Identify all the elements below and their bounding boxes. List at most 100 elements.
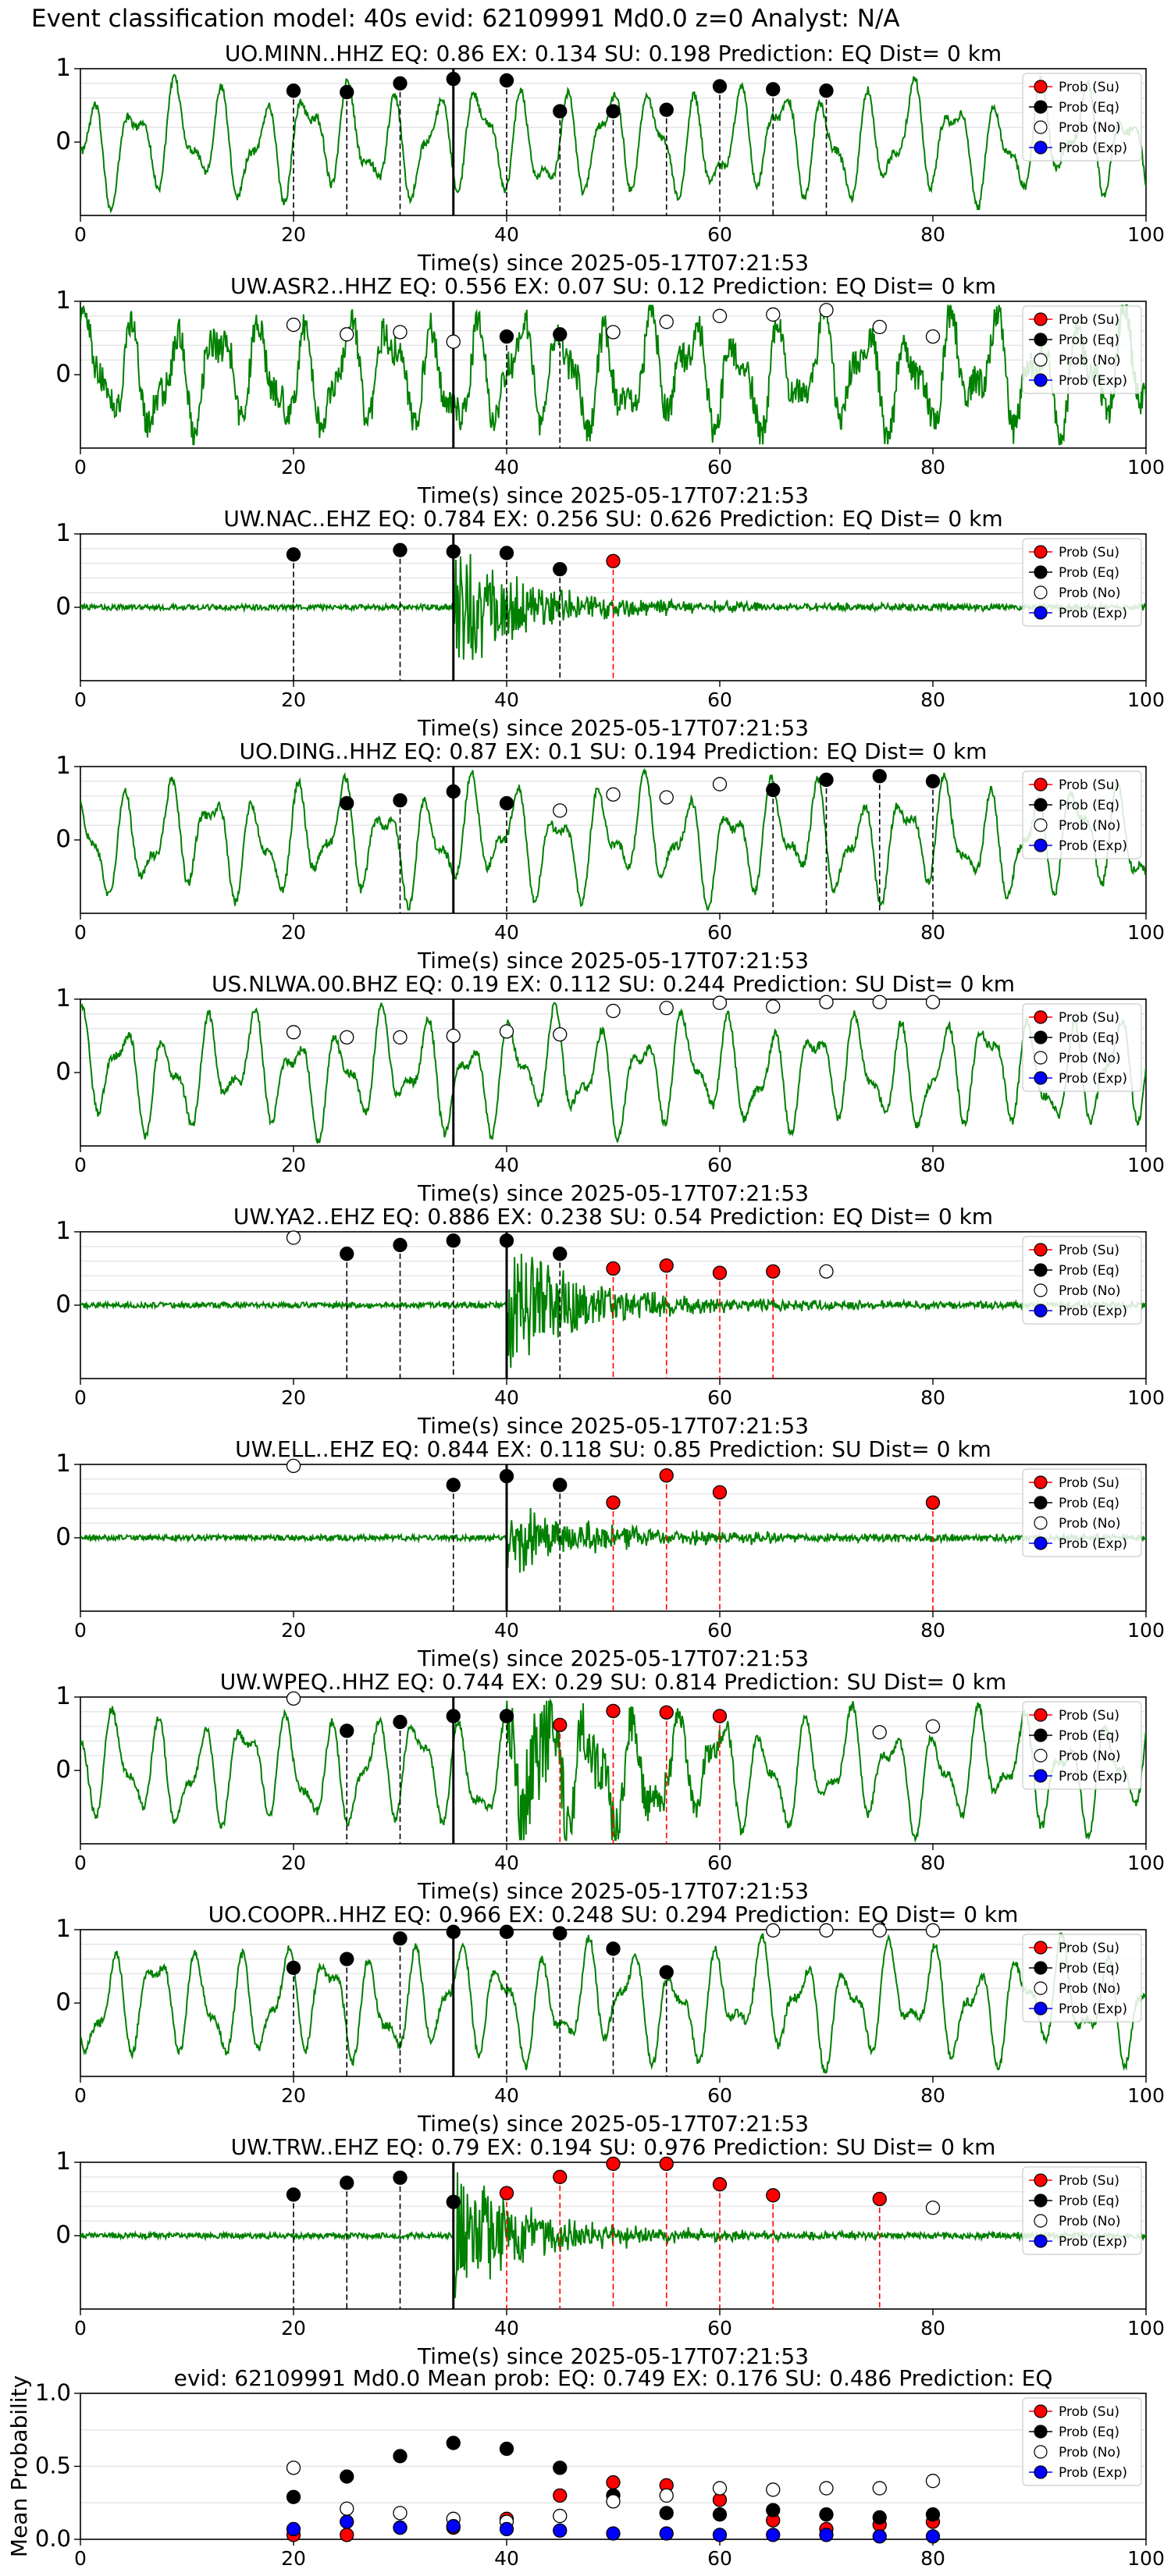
prob-marker-eq — [446, 1924, 461, 1939]
legend-label: Prob (Eq) — [1059, 2425, 1119, 2440]
panel-title: UO.COOPR..HHZ EQ: 0.966 EX: 0.248 SU: 0.… — [208, 1902, 1019, 1927]
prob-marker-no — [286, 1230, 301, 1245]
prob-marker-eq — [712, 79, 728, 94]
x-tick-label: 0 — [74, 2547, 87, 2570]
legend-label: Prob (Su) — [1059, 777, 1119, 793]
prob-marker-eq — [766, 82, 781, 97]
legend-label: Prob (Exp) — [1059, 141, 1127, 156]
x-tick-label: 60 — [707, 688, 732, 711]
prob-marker-no — [286, 1691, 301, 1706]
panel-title: UW.TRW..EHZ EQ: 0.79 EX: 0.194 SU: 0.976… — [231, 2134, 996, 2160]
legend-label: Prob (No) — [1059, 120, 1121, 136]
mean-marker-su — [340, 2528, 354, 2542]
legend-label: Prob (Eq) — [1059, 1961, 1119, 1976]
prob-marker-eq — [819, 772, 834, 788]
prob-marker-no — [659, 790, 674, 805]
prob-marker-no — [553, 1026, 568, 1042]
x-tick-label: 100 — [1127, 688, 1165, 711]
mean-marker-exp — [659, 2526, 674, 2541]
x-axis-label: Time(s) since 2025-05-17T07:21:53 — [417, 1646, 809, 1671]
legend-label: Prob (Su) — [1059, 312, 1119, 328]
x-axis-label: Time(s) since 2025-05-17T07:21:53 — [417, 1180, 809, 1206]
legend-label: Prob (Exp) — [1059, 2465, 1127, 2481]
x-axis-label: Time(s) since 2025-05-17T07:21:53 — [417, 715, 809, 741]
legend-marker-su — [1034, 2173, 1048, 2187]
panel-title: UW.ASR2..HHZ EQ: 0.556 EX: 0.07 SU: 0.12… — [230, 273, 996, 299]
legend-label: Prob (No) — [1059, 1283, 1121, 1299]
legend-label: Prob (No) — [1059, 585, 1121, 601]
prob-marker-no — [712, 777, 728, 792]
y-tick-label: 1 — [55, 984, 71, 1012]
x-tick-label: 80 — [920, 921, 945, 944]
prob-marker-eq — [393, 1931, 408, 1946]
legend-box — [1022, 538, 1142, 627]
prob-marker-eq — [499, 1233, 514, 1248]
x-tick-label: 100 — [1127, 2084, 1165, 2107]
prob-marker-eq — [925, 774, 941, 788]
x-tick-label: 40 — [494, 1154, 519, 1176]
x-tick-label: 20 — [281, 921, 306, 944]
legend-box — [1022, 2397, 1142, 2486]
prob-marker-su — [606, 1703, 621, 1719]
x-tick-label: 80 — [920, 1154, 945, 1176]
prob-marker-eq — [606, 104, 621, 119]
y-tick-label: 0 — [55, 825, 71, 853]
prob-marker-eq — [340, 1247, 354, 1261]
station-panel-3: UW.NAC..EHZ EQ: 0.784 EX: 0.256 SU: 0.62… — [55, 506, 1165, 741]
prob-marker-eq — [393, 1714, 408, 1730]
legend-marker-su — [1034, 1708, 1048, 1722]
prob-marker-eq — [659, 1965, 674, 1980]
legend-box — [1022, 73, 1142, 162]
x-tick-label: 80 — [920, 2547, 945, 2570]
x-tick-label: 20 — [281, 1386, 306, 1409]
prob-marker-no — [340, 327, 354, 342]
prob-marker-no — [766, 307, 781, 322]
legend-box — [1022, 1468, 1142, 1557]
x-tick-label: 80 — [920, 456, 945, 479]
mean-marker-exp — [446, 2519, 461, 2534]
mean-marker-su — [553, 2488, 568, 2503]
y-tick-label: 0 — [55, 592, 71, 621]
x-tick-label: 40 — [494, 2547, 519, 2570]
legend-label: Prob (Exp) — [1059, 2234, 1127, 2250]
y-tick-label: 1 — [55, 519, 71, 547]
legend-marker-eq — [1034, 798, 1048, 812]
x-tick-label: 0 — [74, 2084, 87, 2107]
waveform-trace — [80, 1507, 1146, 1573]
station-panel-1: UO.MINN..HHZ EQ: 0.86 EX: 0.134 SU: 0.19… — [55, 41, 1165, 276]
y-tick-label: 1 — [55, 1915, 71, 1943]
prob-marker-eq — [872, 769, 887, 784]
y-tick-label: 1 — [55, 54, 71, 82]
prob-marker-no — [606, 325, 621, 340]
x-tick-label: 100 — [1127, 921, 1165, 944]
legend-label: Prob (Exp) — [1059, 838, 1127, 854]
x-tick-label: 40 — [494, 688, 519, 711]
mean-marker-no — [606, 2494, 621, 2509]
x-axis-label: Time(s) since 2025-05-17T07:21:53 — [417, 250, 809, 276]
legend-label: Prob (Eq) — [1059, 798, 1119, 813]
legend-marker-eq — [1034, 100, 1048, 114]
x-tick-label: 0 — [74, 2317, 87, 2339]
x-axis-label: Time(s) since 2025-05-17T07:21:53 — [417, 1413, 809, 1439]
legend-marker-exp — [1034, 838, 1048, 852]
prob-marker-su — [606, 1261, 621, 1276]
legend-marker-no — [1034, 818, 1048, 832]
station-panel-4: UO.DING..HHZ EQ: 0.87 EX: 0.1 SU: 0.194 … — [55, 738, 1165, 973]
x-tick-label: 20 — [281, 2317, 306, 2339]
prob-marker-eq — [286, 84, 301, 98]
x-axis-label: Time(s) since 2025-05-17T07:21:53 — [417, 1878, 809, 1904]
waveform-trace — [80, 767, 1146, 911]
legend-marker-eq — [1034, 2194, 1048, 2208]
legend: Prob (Su) Prob (Eq) Prob (No) Prob (Exp) — [1022, 1934, 1142, 2023]
legend-marker-exp — [1034, 1304, 1048, 1318]
legend-marker-no — [1034, 1051, 1048, 1065]
y-tick-label: 0 — [55, 127, 71, 155]
prob-marker-su — [659, 1705, 674, 1720]
prob-marker-no — [925, 329, 941, 344]
mean-marker-eq — [872, 2510, 887, 2525]
legend-marker-exp — [1034, 2234, 1048, 2248]
y-tick-label: 1 — [55, 1450, 71, 1478]
legend-marker-su — [1034, 1010, 1048, 1024]
prob-marker-no — [872, 994, 887, 1009]
legend-box — [1022, 1236, 1142, 1325]
